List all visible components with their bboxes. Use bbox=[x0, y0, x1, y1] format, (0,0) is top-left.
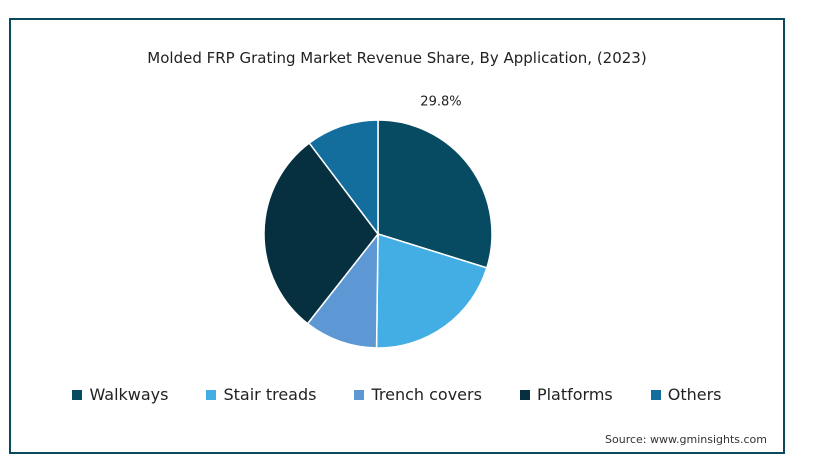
data-label: 29.8% bbox=[420, 94, 461, 109]
legend-swatch bbox=[519, 389, 530, 400]
legend-swatch bbox=[206, 389, 217, 400]
pie-slice-others bbox=[308, 119, 379, 237]
pie-slice-platforms bbox=[263, 141, 379, 325]
legend-item-others: Others bbox=[650, 385, 722, 404]
legend-swatch bbox=[72, 389, 83, 400]
chart-title: Molded FRP Grating Market Revenue Share,… bbox=[147, 49, 647, 67]
source-note: Source: www.gminsights.com bbox=[605, 433, 767, 446]
legend-swatch bbox=[354, 389, 365, 400]
legend: Walkways Stair treads Trench covers Plat… bbox=[11, 385, 783, 404]
pie-slice-stair-treads bbox=[375, 232, 488, 349]
legend-item-walkways: Walkways bbox=[72, 385, 168, 404]
legend-label: Others bbox=[667, 385, 722, 404]
legend-item-trench-covers: Trench covers bbox=[354, 385, 482, 404]
legend-label: Walkways bbox=[89, 385, 169, 404]
legend-label: Stair treads bbox=[223, 385, 317, 404]
legend-label: Platforms bbox=[536, 385, 613, 404]
pie-chart: 29.8% bbox=[263, 94, 493, 349]
legend-swatch bbox=[650, 389, 661, 400]
legend-label: Trench covers bbox=[371, 385, 482, 404]
legend-item-stair-treads: Stair treads bbox=[206, 385, 316, 404]
pie-slice-walkways bbox=[377, 119, 493, 269]
pie-slice-trench-covers bbox=[306, 231, 379, 349]
chart-frame: Molded FRP Grating Market Revenue Share,… bbox=[9, 18, 785, 454]
legend-item-platforms: Platforms bbox=[519, 385, 613, 404]
